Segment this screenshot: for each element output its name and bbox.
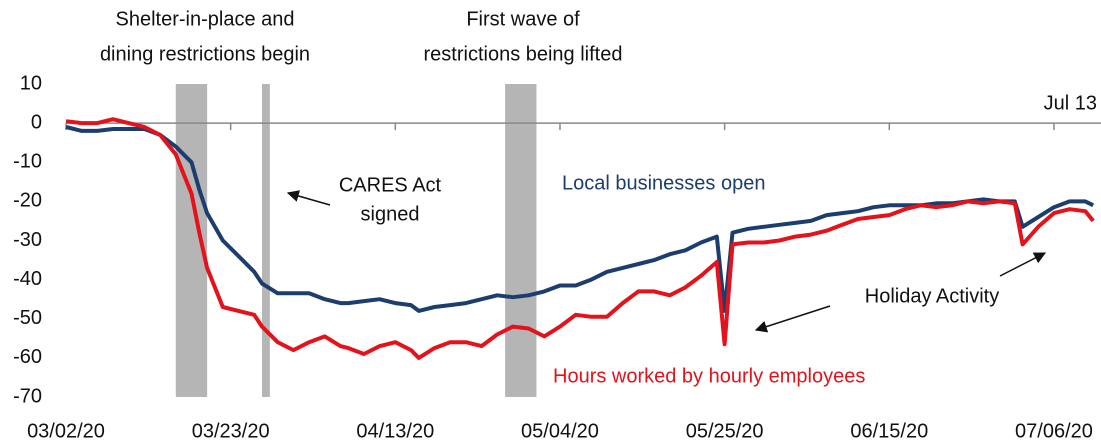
data-line (65, 117, 1095, 360)
annotation: signed (361, 203, 420, 225)
annotation: First wave of (466, 8, 580, 30)
x-tick-label: 03/02/20 (27, 420, 105, 442)
y-tick-label: -60 (13, 346, 42, 368)
annotation: Jul 13 (1044, 92, 1097, 114)
annotation: Holiday Activity (865, 285, 1000, 307)
y-tick-label: -30 (13, 229, 42, 251)
annotation: CARES Act (339, 174, 442, 196)
y-tick-label: 10 (20, 72, 42, 94)
shaded-period (262, 84, 270, 397)
annotation: restrictions being lifted (424, 43, 623, 65)
y-tick-label: -50 (13, 307, 42, 329)
shaded-period (505, 84, 537, 397)
x-tick-label: 04/13/20 (356, 420, 434, 442)
y-tick-label: -10 (13, 151, 42, 173)
x-tick-label: 03/23/20 (192, 420, 270, 442)
series-label: Local businesses open (562, 172, 765, 194)
x-tick-label: 05/25/20 (686, 420, 764, 442)
arrow (754, 305, 831, 333)
series-label: Hours worked by hourly employees (553, 365, 865, 387)
y-tick-label: -20 (13, 190, 42, 212)
y-tick-label: -70 (13, 385, 42, 407)
x-tick-label: 06/15/20 (850, 420, 928, 442)
data-line (65, 125, 1095, 313)
arrow (286, 190, 331, 206)
arrow (999, 252, 1047, 277)
x-tick-label: 05/04/20 (521, 420, 599, 442)
annotation: dining restrictions begin (100, 43, 310, 65)
x-tick-label: 07/06/20 (1015, 420, 1093, 442)
y-tick-label: 0 (31, 111, 42, 133)
annotation: Shelter-in-place and (116, 8, 295, 30)
y-tick-label: -40 (13, 268, 42, 290)
